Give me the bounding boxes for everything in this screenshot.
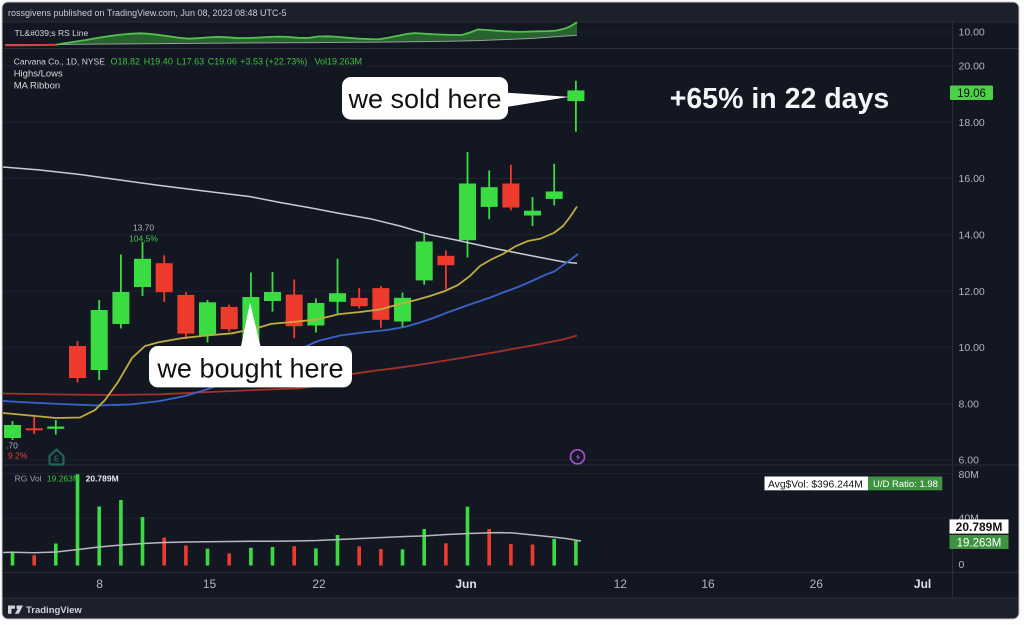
svg-text:16: 16 (701, 577, 715, 591)
svg-text:15: 15 (203, 577, 217, 591)
svg-text:22: 22 (312, 577, 326, 591)
svg-text:TradingView: TradingView (26, 605, 82, 616)
svg-text:we bought here: we bought here (156, 353, 343, 383)
svg-text:8: 8 (96, 577, 103, 591)
svg-text:L17.63: L17.63 (177, 57, 205, 67)
svg-text:80M: 80M (959, 469, 979, 481)
svg-text:U/D Ratio: 1.98: U/D Ratio: 1.98 (873, 479, 938, 490)
svg-text:Highs/Lows: Highs/Lows (14, 69, 63, 80)
svg-text:TL&#039;s RS Line: TL&#039;s RS Line (15, 28, 89, 38)
svg-text:Avg$Vol: $396.244M: Avg$Vol: $396.244M (768, 479, 863, 490)
svg-text:20.789M: 20.789M (956, 520, 1003, 534)
svg-text:Jul: Jul (914, 577, 931, 591)
svg-text:Jun: Jun (455, 577, 476, 591)
svg-text:20.789M: 20.789M (86, 474, 119, 484)
svg-text:6.00: 6.00 (959, 455, 980, 467)
svg-text:RG Vol: RG Vol (15, 474, 42, 484)
svg-text:18.00: 18.00 (959, 117, 985, 129)
svg-text:20.00: 20.00 (959, 61, 985, 73)
svg-text:8.00: 8.00 (959, 398, 980, 410)
svg-text:19.263M: 19.263M (957, 537, 1002, 549)
svg-text:12: 12 (614, 577, 628, 591)
svg-text:19.06: 19.06 (957, 88, 986, 100)
svg-text:16.00: 16.00 (959, 173, 985, 185)
svg-text:0: 0 (959, 559, 965, 571)
svg-text:O18.82: O18.82 (111, 57, 141, 67)
svg-text:rossgivens published on Tradin: rossgivens published on TradingView.com,… (8, 8, 287, 18)
svg-text:13.70: 13.70 (133, 223, 155, 233)
svg-text:104,5%: 104,5% (129, 234, 158, 244)
svg-text:14.00: 14.00 (959, 230, 985, 242)
svg-text:.70: .70 (6, 441, 18, 451)
svg-text:12.00: 12.00 (959, 286, 985, 298)
svg-text:H19.40: H19.40 (144, 57, 173, 67)
svg-text:19.263M: 19.263M (47, 474, 80, 484)
svg-text:Vol19.263M: Vol19.263M (315, 57, 363, 67)
svg-text:C19.06: C19.06 (208, 57, 237, 67)
svg-text:MA Ribbon: MA Ribbon (14, 81, 60, 92)
svg-text:26: 26 (810, 577, 824, 591)
svg-text:Carvana Co., 1D, NYSE: Carvana Co., 1D, NYSE (14, 57, 106, 67)
svg-text:10.00: 10.00 (959, 342, 985, 354)
svg-text:+3.53 (+22.73%): +3.53 (+22.73%) (240, 57, 307, 67)
svg-text:10.00: 10.00 (959, 27, 985, 39)
svg-text:9.2%: 9.2% (8, 451, 28, 461)
svg-text:E: E (54, 455, 60, 464)
svg-text:+65% in 22 days: +65% in 22 days (670, 83, 889, 115)
svg-text:we sold here: we sold here (347, 84, 501, 114)
